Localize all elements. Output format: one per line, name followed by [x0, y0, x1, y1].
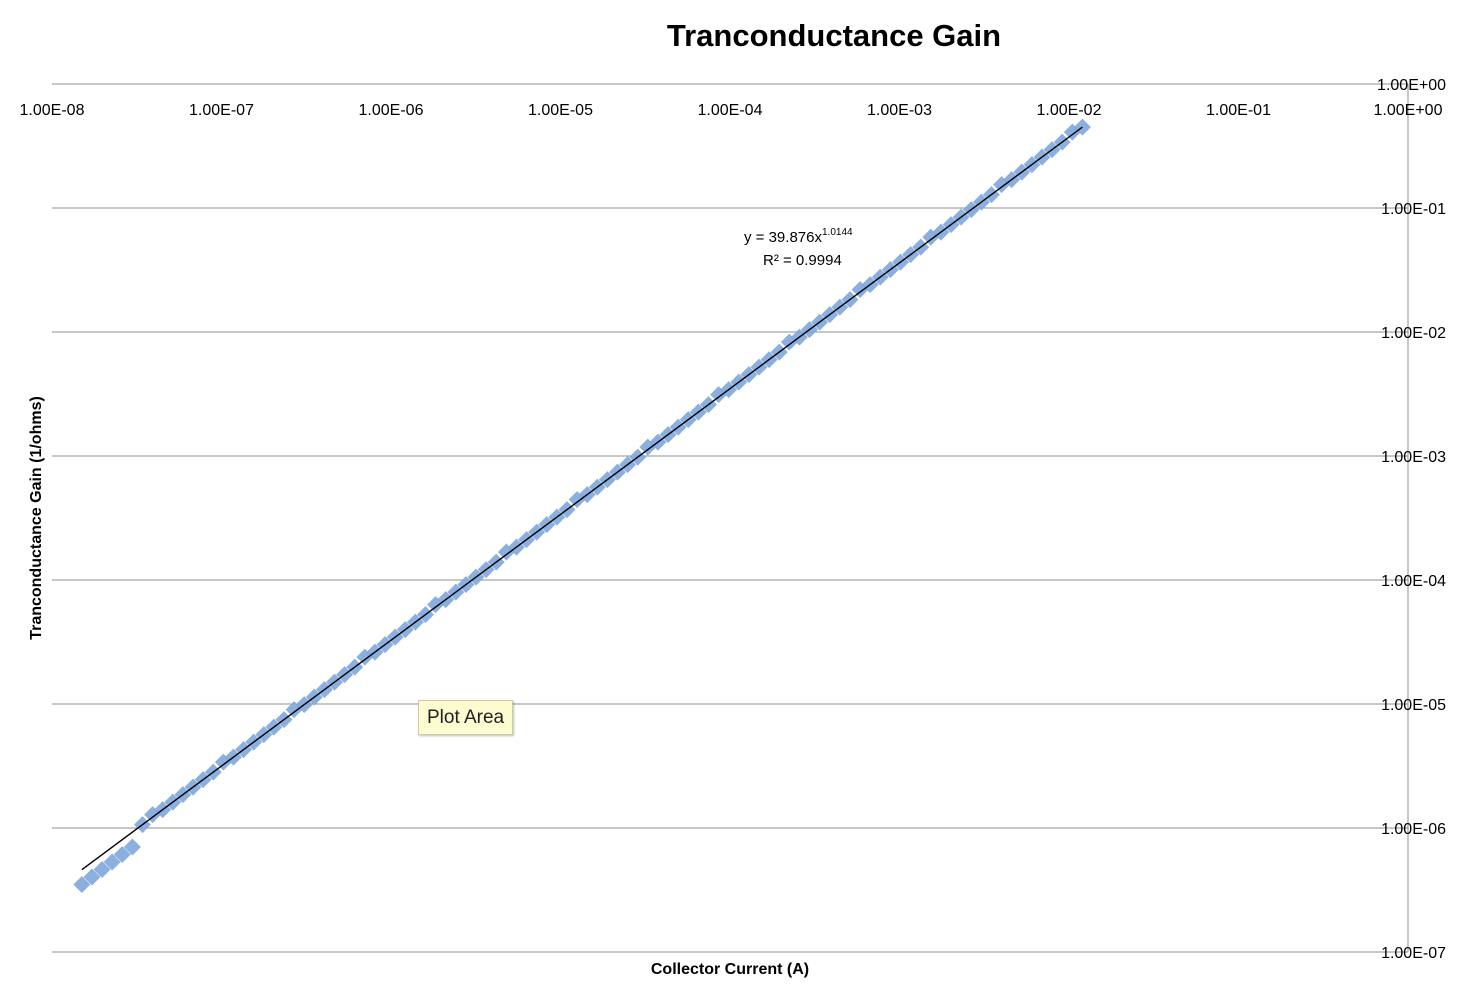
x-tick-label: 1.00E-04	[698, 102, 763, 119]
data-points	[73, 118, 1091, 894]
x-tick-label: 1.00E-08	[20, 102, 85, 119]
gridlines	[52, 83, 1409, 953]
plot-area-tooltip: Plot Area	[418, 700, 514, 735]
trendline-equation: y = 39.876x1.0144	[744, 227, 853, 246]
data-point	[93, 861, 111, 879]
y-axis-ticks: 1.00E-07 1.00E-06 1.00E-05 1.00E-04 1.00E-03…	[1377, 77, 1446, 962]
x-tick-label: 1.00E-01	[1206, 102, 1271, 119]
y-tick-label: 1.00E-06	[1381, 821, 1446, 838]
y-tick-label: 1.00E-02	[1381, 325, 1446, 342]
x-tick-label: 1.00E-03	[867, 102, 932, 119]
x-tick-label: 1.00E-07	[189, 102, 254, 119]
chart-title: Tranconductance Gain	[667, 18, 1001, 53]
y-tick-label: 1.00E-01	[1381, 201, 1446, 218]
y-tick-label: 1.00E-05	[1381, 697, 1446, 714]
x-axis-label: Collector Current (A)	[651, 961, 809, 978]
x-axis-ticks: 1.00E-08 1.00E-07 1.00E-06 1.00E-05 1.00E-04…	[20, 102, 1443, 119]
x-tick-label: 1.00E-02	[1037, 102, 1102, 119]
x-tick-label: 1.00E+00	[1374, 102, 1443, 119]
data-point	[73, 876, 91, 894]
y-tick-label: 1.00E-04	[1381, 573, 1446, 590]
x-tick-label: 1.00E-05	[528, 102, 593, 119]
trendline-r-squared: R² = 0.9994	[763, 252, 842, 269]
data-point	[103, 853, 121, 871]
y-tick-label: 1.00E+00	[1377, 77, 1446, 94]
y-axis-label: Tranconductance Gain (1/ohms)	[28, 396, 45, 640]
x-tick-label: 1.00E-06	[359, 102, 424, 119]
data-point	[113, 846, 131, 864]
trendline-equation-prefix: y = 39.876x	[744, 229, 822, 246]
y-tick-label: 1.00E-03	[1381, 449, 1446, 466]
y-tick-label: 1.00E-07	[1381, 945, 1446, 962]
trendline	[81, 126, 1083, 871]
trendline-equation-exponent: 1.0144	[822, 227, 853, 238]
data-point	[83, 868, 101, 886]
